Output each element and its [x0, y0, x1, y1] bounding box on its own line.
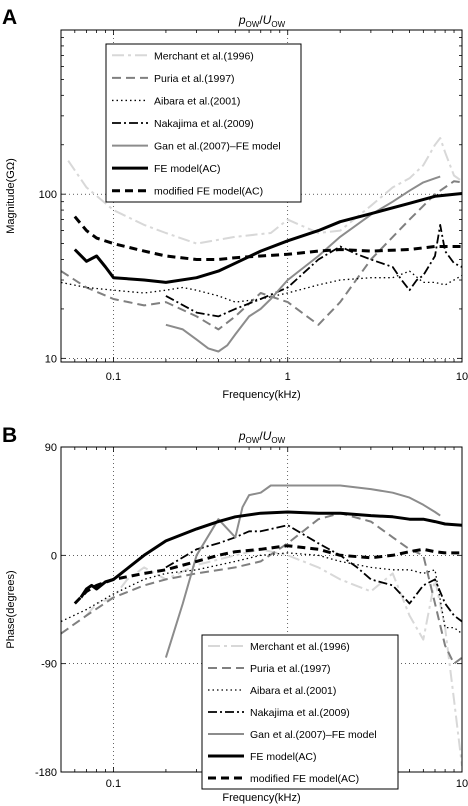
legend-label-5: Gan et al.(2007)–FE model — [250, 729, 377, 741]
legend-label-7: modified FE model(AC) — [154, 186, 263, 198]
y-tick-label: 100 — [39, 189, 57, 201]
x-tick-label: 10 — [456, 371, 468, 383]
panel-letter: A — [2, 6, 17, 29]
legend-label-1: Merchant et al.(1996) — [250, 641, 350, 653]
legend-label-3: Aibara et al.(2001) — [250, 685, 336, 697]
x-axis-label: Frequency(kHz) — [222, 389, 300, 401]
y-tick-label: 0 — [51, 550, 57, 562]
y-tick-label: 10 — [45, 353, 57, 365]
x-tick-label: 1 — [285, 371, 291, 383]
y-tick-label: -90 — [41, 659, 57, 671]
series-group — [61, 137, 462, 353]
y-tick-label: 90 — [45, 442, 57, 454]
y-axis-label: Magnitude(GΩ) — [5, 158, 17, 233]
x-tick-label: 10 — [456, 778, 468, 790]
legend-label-4: Nakajima et al.(2009) — [250, 707, 350, 719]
legend: Merchant et al.(1996) Puria et al.(1997) A… — [201, 634, 399, 790]
series-line-6 — [73, 192, 462, 284]
legend-label-2: Puria et al.(1997) — [250, 663, 331, 675]
panel-b: BpOW/UOW0.1110-180-90090Frequency(kHz)Ph… — [2, 424, 468, 804]
x-tick-label: 0.1 — [106, 371, 121, 383]
series-line-3 — [61, 552, 462, 635]
x-tick-label: 0.1 — [106, 778, 121, 790]
legend-label-4: Nakajima et al.(2009) — [154, 118, 254, 130]
series-line-5 — [165, 175, 441, 353]
legend-label-3: Aibara et al.(2001) — [154, 95, 240, 107]
chart-title: pOW/UOW — [238, 429, 286, 445]
panel-letter: B — [2, 424, 17, 447]
legend-label-1: Merchant et al.(1996) — [154, 50, 254, 62]
series-line-7 — [73, 215, 462, 261]
series-line-7 — [73, 544, 462, 605]
series-line-4 — [165, 524, 462, 623]
legend-label-6: FE model(AC) — [250, 751, 317, 763]
y-tick-label: -180 — [35, 767, 57, 779]
legend-label-6: FE model(AC) — [154, 163, 221, 175]
x-axis-label: Frequency(kHz) — [222, 792, 300, 804]
series-line-5 — [164, 484, 441, 658]
chart-title: pOW/UOW — [238, 13, 286, 29]
axes-frame — [60, 29, 463, 363]
legend-box — [105, 43, 302, 203]
y-axis-label: Phase(degrees) — [5, 570, 17, 648]
legend: Merchant et al.(1996) Puria et al.(1997) A… — [105, 43, 302, 203]
series-line-1 — [67, 137, 462, 245]
series-line-3 — [61, 270, 462, 303]
series-line-4 — [165, 223, 462, 318]
series-group — [61, 484, 462, 767]
legend-label-5: Gan et al.(2007)–FE model — [154, 141, 281, 153]
legend-box — [201, 634, 399, 790]
legend-label-7: modified FE model(AC) — [250, 773, 359, 785]
series-line-2 — [61, 180, 462, 331]
series-line-2 — [61, 512, 462, 665]
legend-label-2: Puria et al.(1997) — [154, 73, 235, 85]
